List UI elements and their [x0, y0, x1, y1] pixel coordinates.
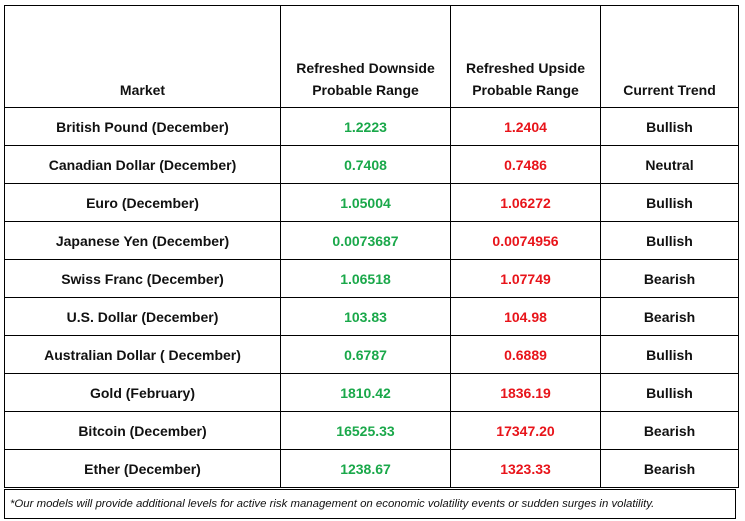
upside-cell: 1836.19: [450, 373, 601, 412]
downside-cell: 16525.33: [280, 411, 451, 450]
upside-cell: 0.0074956: [450, 221, 601, 260]
market-cell: U.S. Dollar (December): [4, 297, 281, 336]
downside-cell: 1.06518: [280, 259, 451, 298]
market-cell: Swiss Franc (December): [4, 259, 281, 298]
table-row: Gold (February) 1810.42 1836.19 Bullish: [4, 373, 739, 412]
trend-cell: Bearish: [600, 259, 739, 298]
footnote-text: *Our models will provide additional leve…: [10, 498, 655, 510]
table-row: Euro (December) 1.05004 1.06272 Bullish: [4, 183, 739, 222]
trend-cell: Neutral: [600, 145, 739, 184]
market-cell: British Pound (December): [4, 107, 281, 146]
downside-cell: 1.05004: [280, 183, 451, 222]
market-cell: Ether (December): [4, 449, 281, 488]
footnote: *Our models will provide additional leve…: [4, 489, 736, 519]
header-market: Market: [4, 5, 281, 108]
header-row: Market Refreshed Downside Probable Range…: [4, 5, 739, 108]
upside-cell: 1323.33: [450, 449, 601, 488]
market-cell: Bitcoin (December): [4, 411, 281, 450]
upside-cell: 104.98: [450, 297, 601, 336]
downside-cell: 0.6787: [280, 335, 451, 374]
table-row: Japanese Yen (December) 0.0073687 0.0074…: [4, 221, 739, 260]
table-row: Canadian Dollar (December) 0.7408 0.7486…: [4, 145, 739, 184]
header-downside-line1: Refreshed Downside: [296, 60, 435, 76]
market-cell: Canadian Dollar (December): [4, 145, 281, 184]
downside-cell: 1238.67: [280, 449, 451, 488]
table-row: Australian Dollar ( December) 0.6787 0.6…: [4, 335, 739, 374]
market-cell: Japanese Yen (December): [4, 221, 281, 260]
header-trend-label: Current Trend: [623, 82, 716, 98]
header-market-label: Market: [119, 82, 166, 98]
header-trend: Current Trend: [600, 5, 739, 108]
downside-cell: 1810.42: [280, 373, 451, 412]
header-downside-line2: Probable Range: [312, 82, 419, 98]
trend-cell: Bearish: [600, 449, 739, 488]
probable-range-table: Market Refreshed Downside Probable Range…: [4, 5, 739, 488]
upside-cell: 17347.20: [450, 411, 601, 450]
trend-cell: Bullish: [600, 335, 739, 374]
table-row: British Pound (December) 1.2223 1.2404 B…: [4, 107, 739, 146]
table-row: Bitcoin (December) 16525.33 17347.20 Bea…: [4, 411, 739, 450]
upside-cell: 1.07749: [450, 259, 601, 298]
table-row: Swiss Franc (December) 1.06518 1.07749 B…: [4, 259, 739, 298]
upside-cell: 1.06272: [450, 183, 601, 222]
table-row: U.S. Dollar (December) 103.83 104.98 Bea…: [4, 297, 739, 336]
market-cell: Australian Dollar ( December): [4, 335, 281, 374]
header-upside: Refreshed Upside Probable Range: [450, 5, 601, 108]
header-upside-line1: Refreshed Upside: [465, 60, 586, 76]
upside-cell: 0.7486: [450, 145, 601, 184]
downside-cell: 1.2223: [280, 107, 451, 146]
trend-cell: Bullish: [600, 107, 739, 146]
trend-cell: Bearish: [600, 297, 739, 336]
downside-cell: 103.83: [280, 297, 451, 336]
upside-cell: 0.6889: [450, 335, 601, 374]
trend-cell: Bullish: [600, 183, 739, 222]
market-cell: Euro (December): [4, 183, 281, 222]
trend-cell: Bullish: [600, 221, 739, 260]
market-cell: Gold (February): [4, 373, 281, 412]
upside-cell: 1.2404: [450, 107, 601, 146]
table-row: Ether (December) 1238.67 1323.33 Bearish: [4, 449, 739, 488]
header-upside-line2: Probable Range: [472, 82, 579, 98]
header-downside: Refreshed Downside Probable Range: [280, 5, 451, 108]
downside-cell: 0.0073687: [280, 221, 451, 260]
trend-cell: Bullish: [600, 373, 739, 412]
downside-cell: 0.7408: [280, 145, 451, 184]
trend-cell: Bearish: [600, 411, 739, 450]
